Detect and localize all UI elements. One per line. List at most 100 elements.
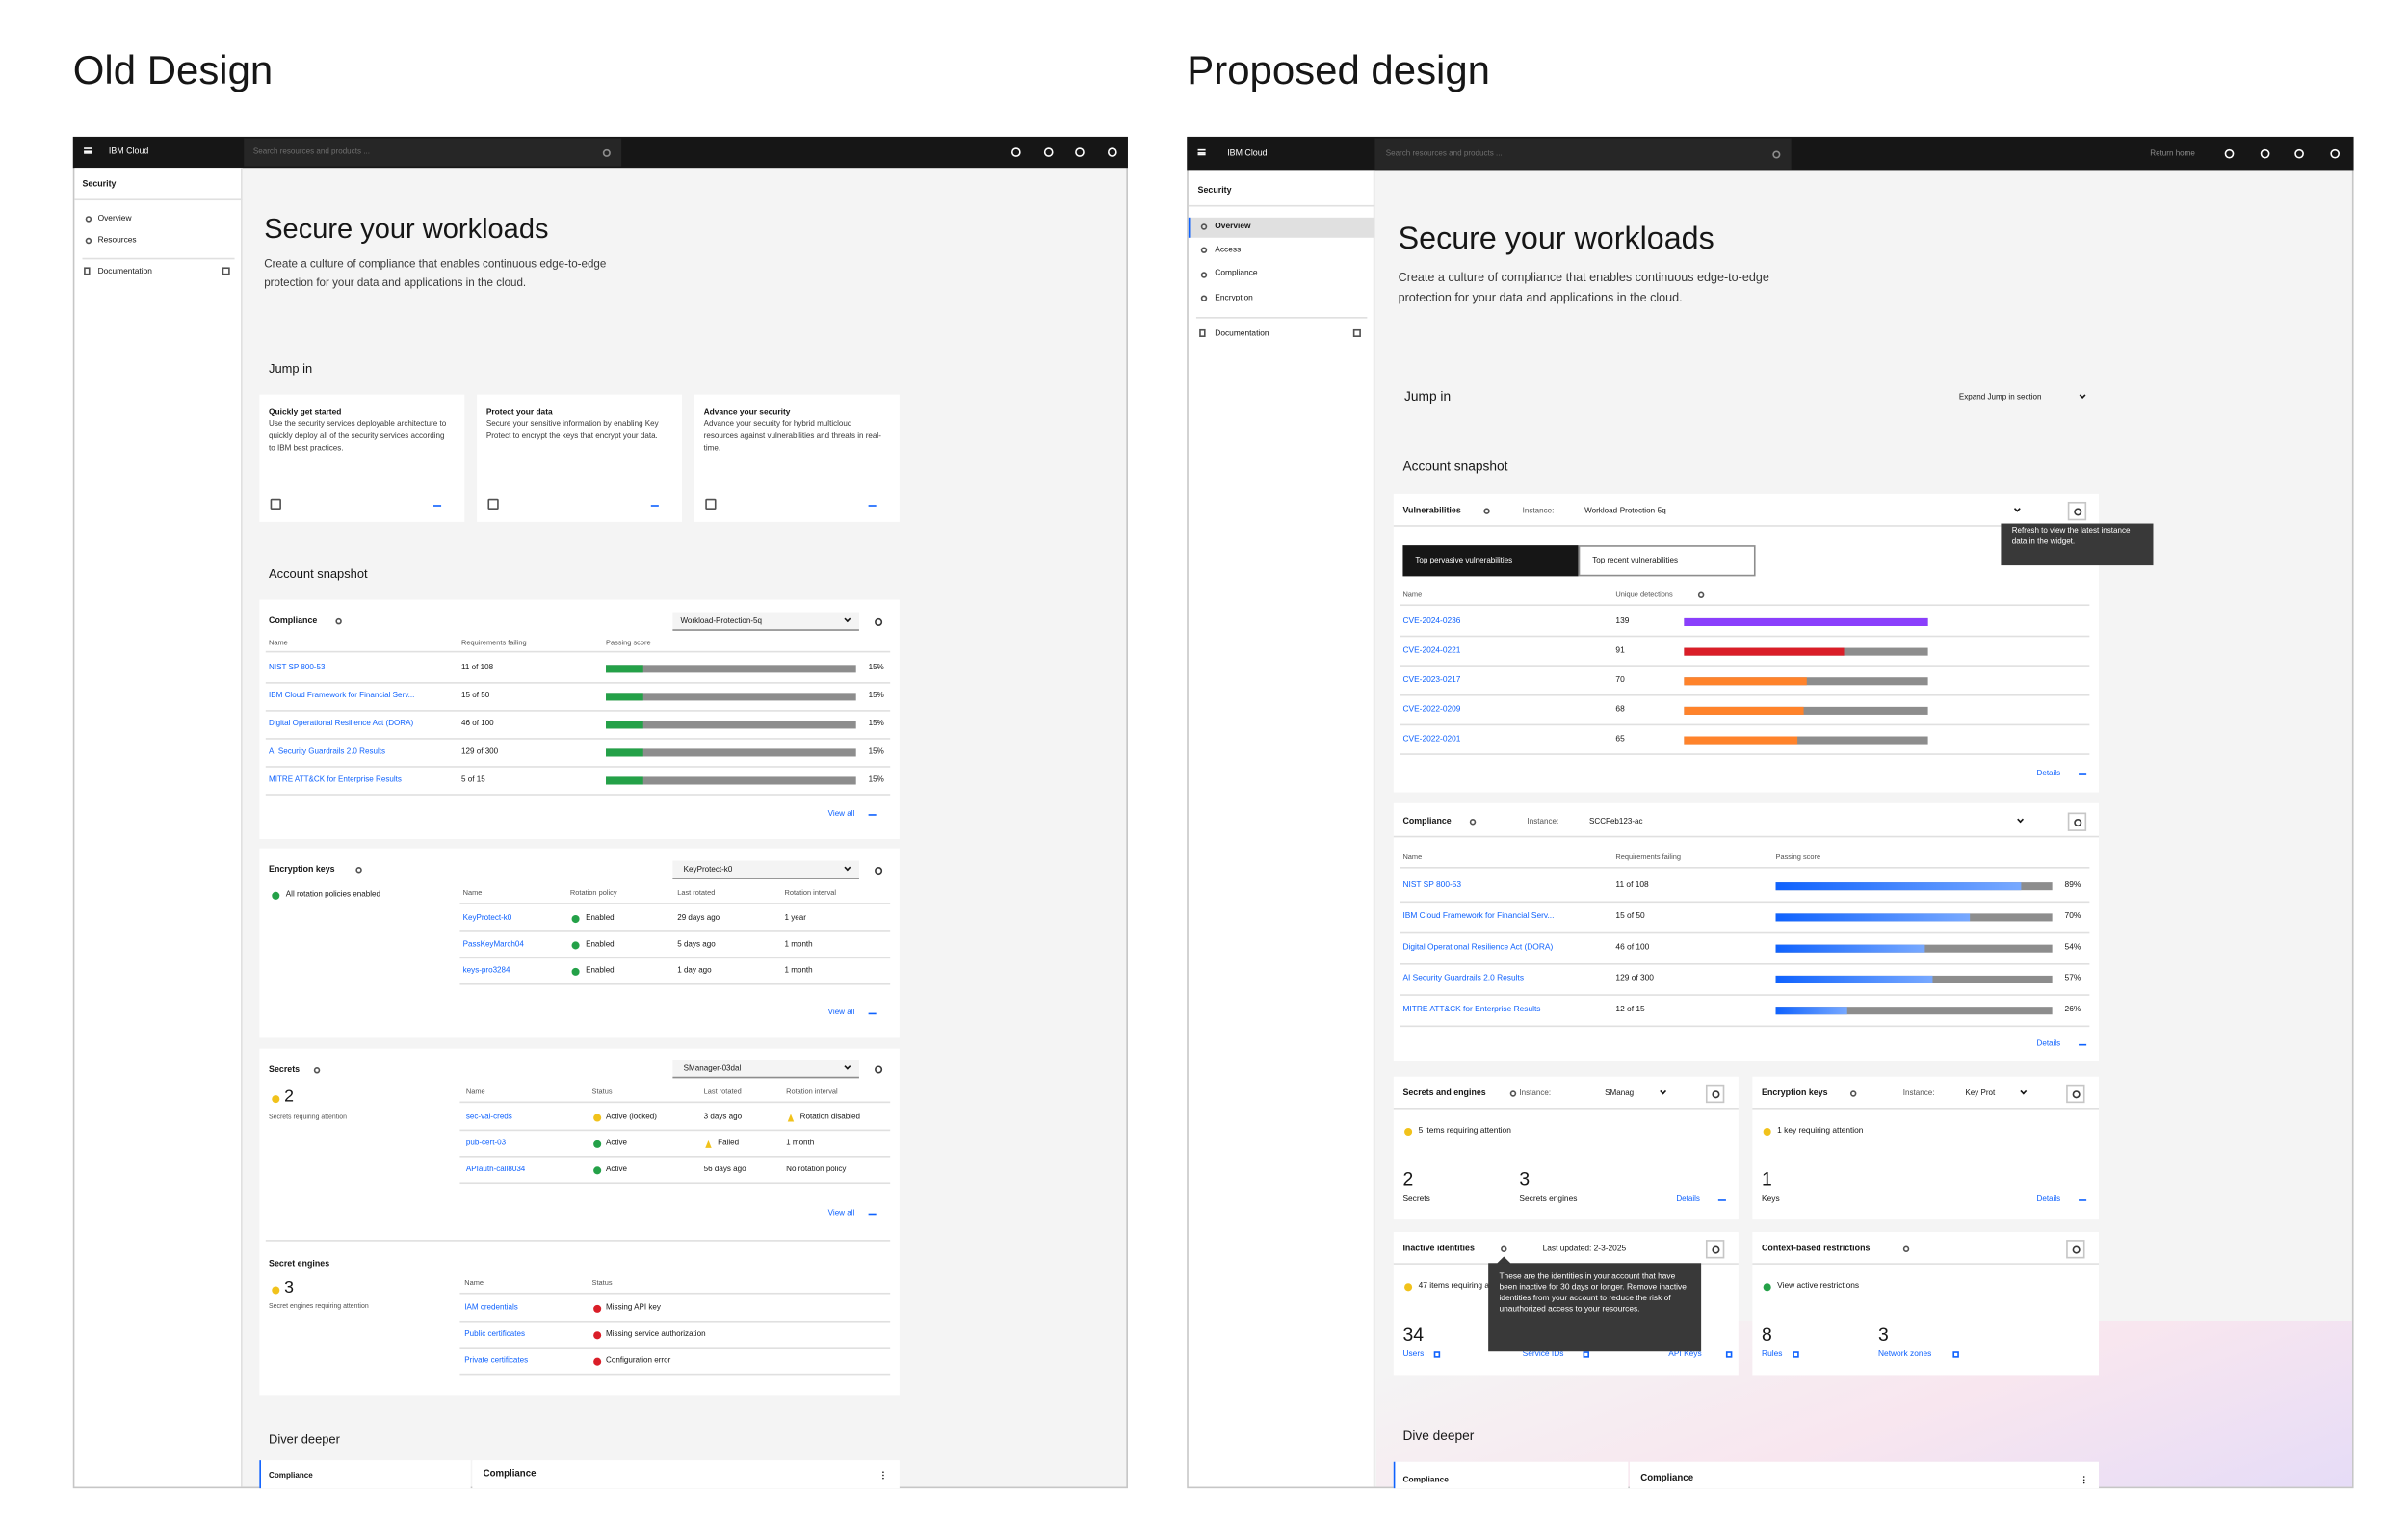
- divider: [1393, 525, 2100, 527]
- divider: [1188, 204, 1375, 206]
- column-header: Rotation interval: [784, 888, 837, 898]
- cell: Public certificates: [464, 1329, 526, 1340]
- cell: Configuration error: [606, 1356, 671, 1366]
- details-link: Details: [2036, 1039, 2061, 1049]
- cell: 56 days ago: [703, 1165, 746, 1175]
- row-name: IBM Cloud Framework for Financial Serv..…: [1402, 911, 1555, 922]
- status-icon: [592, 1140, 601, 1148]
- divider: [459, 1155, 891, 1157]
- status-icon: [592, 1356, 601, 1365]
- row-failing: 11 of 108: [461, 663, 494, 673]
- nav-item: Compliance: [1215, 269, 1258, 279]
- dropdown: [672, 612, 859, 631]
- divider: [265, 794, 891, 796]
- external-icon: [1583, 1351, 1589, 1358]
- card-text: Secure your sensitive information by ena…: [485, 419, 659, 441]
- cell: KeyProtect-k0: [462, 913, 512, 924]
- cell: Enabled: [586, 966, 615, 976]
- column-header: Name: [1402, 590, 1423, 599]
- row-failing: 5 of 15: [461, 774, 485, 785]
- row-value: 68: [1615, 705, 1625, 715]
- refresh-button: [1705, 1084, 1725, 1104]
- widget-title: Compliance: [1402, 816, 1452, 826]
- column-header: Name: [465, 1088, 485, 1096]
- divider: [265, 1240, 891, 1242]
- arrow-icon: [2079, 1043, 2087, 1045]
- overflow-icon: [881, 1473, 883, 1476]
- row-value: 70: [1615, 675, 1625, 686]
- menu-icon: [84, 147, 92, 149]
- row-value: 139: [1615, 616, 1630, 626]
- details-link: Details: [1676, 1194, 1700, 1204]
- bar-track: [1684, 735, 1928, 744]
- arrow-icon: [2079, 773, 2087, 774]
- row-failing: 129 of 300: [461, 747, 499, 757]
- divider: [1393, 835, 2100, 837]
- tab-panel: [1629, 1461, 2100, 1489]
- column-header: Name: [269, 639, 288, 647]
- row-name: Digital Operational Resilience Act (DORA…: [269, 719, 414, 729]
- score-label: 15%: [868, 774, 884, 785]
- divider: [1400, 753, 2090, 755]
- column-header: Requirements failing: [1615, 852, 1681, 861]
- arrow-icon: [2079, 1198, 2087, 1200]
- instance-label: Instance:: [1522, 506, 1555, 516]
- divider: [459, 1292, 891, 1294]
- arrow-icon: [868, 1213, 877, 1215]
- menu-icon: [84, 149, 92, 151]
- details-link: Details: [2036, 769, 2061, 779]
- tab-label: Top pervasive vulnerabilities: [1415, 556, 1513, 566]
- dropdown-value: Workload-Protection-5q: [680, 616, 763, 626]
- bar-track: [606, 747, 856, 756]
- stat-value: 2: [1402, 1167, 1414, 1191]
- score-bar: [606, 720, 643, 728]
- column-header: Unique detections: [1615, 590, 1673, 599]
- cell: IAM credentials: [464, 1303, 518, 1313]
- divider: [265, 738, 891, 740]
- cell: Rotation disabled: [799, 1112, 860, 1122]
- panel-title: Compliance: [1640, 1475, 1694, 1484]
- score-bar: [606, 775, 643, 784]
- icon: [1902, 1245, 1910, 1253]
- count-label: Secret engines requiring attention: [269, 1302, 369, 1311]
- divider: [1400, 931, 2090, 933]
- refresh-button: [2066, 1240, 2085, 1259]
- cell: 5 days ago: [677, 939, 716, 950]
- instance-label: Instance:: [1527, 817, 1559, 827]
- bar-track: [1775, 1006, 2053, 1014]
- divider: [1195, 317, 1368, 318]
- column-header: Status: [591, 1278, 613, 1287]
- row-failing: 15 of 50: [461, 691, 490, 701]
- bar-track: [606, 692, 856, 700]
- sidebar: [74, 168, 243, 1487]
- section-title: Account snapshot: [269, 567, 368, 582]
- doc-icon: [84, 267, 91, 275]
- row-value: 65: [1615, 734, 1625, 745]
- widget-title: Encryption keys: [269, 864, 335, 875]
- column-header: Rotation interval: [786, 1088, 838, 1096]
- expand-toggle: Expand Jump in section: [1958, 393, 2042, 403]
- stat-label: Service IDs: [1522, 1350, 1564, 1360]
- row-failing: 129 of 300: [1615, 974, 1654, 983]
- icon: [601, 148, 611, 157]
- tooltip: [1488, 1263, 1702, 1352]
- score-label: 15%: [868, 719, 884, 729]
- status-icon: [592, 1304, 601, 1313]
- status-icon: [570, 967, 579, 976]
- row-name: CVE-2024-0236: [1402, 616, 1461, 626]
- external-icon: [1352, 328, 1361, 337]
- divider: [459, 1373, 891, 1375]
- view-all-link: View all: [827, 809, 855, 819]
- detection-bar: [1684, 706, 1804, 715]
- cell: Failed: [718, 1139, 740, 1148]
- refresh-icon: [2071, 1245, 2080, 1253]
- refresh-icon: [1711, 1089, 1719, 1098]
- stat-value: 1: [1762, 1167, 1772, 1191]
- arrow-icon: [650, 504, 659, 506]
- warning-icon: [786, 1113, 794, 1121]
- menu-icon: [84, 152, 92, 154]
- score-bar: [1775, 912, 1970, 921]
- nav-item: Access: [1215, 245, 1242, 255]
- status-icon: [592, 1113, 601, 1121]
